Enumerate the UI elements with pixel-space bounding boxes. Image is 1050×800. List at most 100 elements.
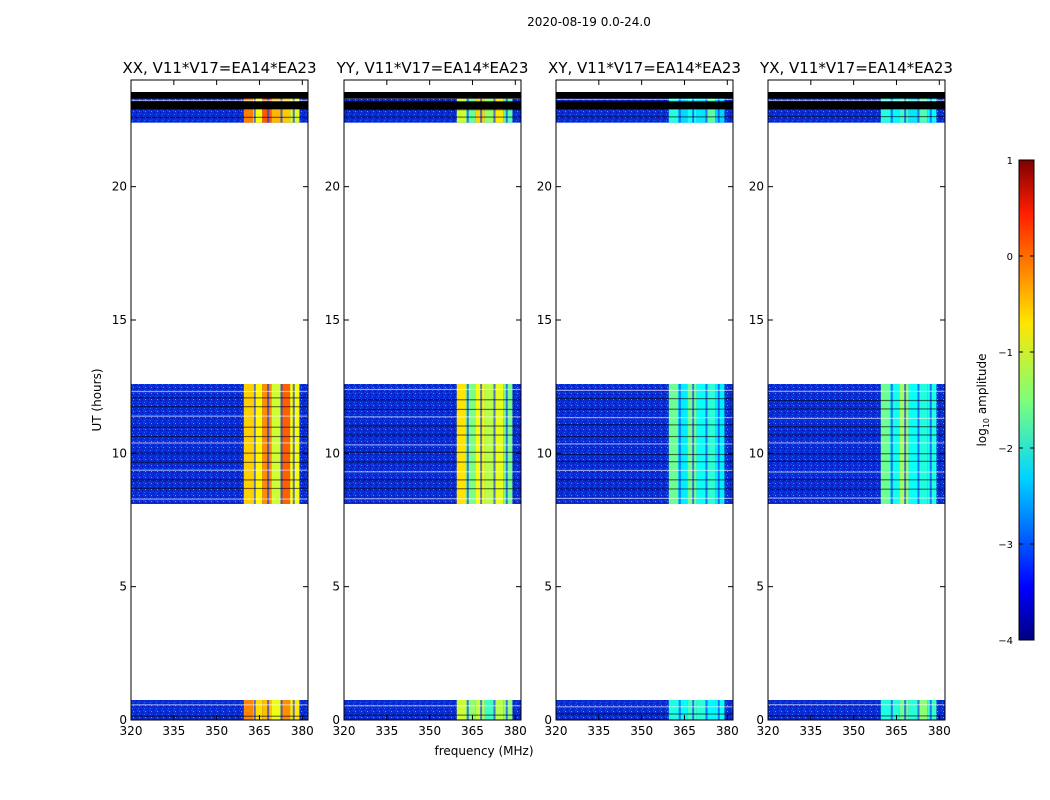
flag-line — [768, 426, 945, 428]
panel-1: XX, V11*V17=EA14*EA23 320 335 350 365 380 0 5 10… — [112, 59, 317, 738]
band-cell — [484, 384, 494, 504]
flag-line — [768, 497, 945, 499]
flag-line — [768, 408, 945, 410]
panel-frame — [555, 79, 734, 721]
flag-line — [344, 109, 521, 111]
band-cell — [899, 700, 909, 720]
flag-line — [768, 488, 945, 490]
band-cell — [503, 700, 513, 720]
band-gap — [292, 700, 295, 720]
y-tick-label: 0 — [119, 713, 127, 727]
x-tick-label: 320 — [120, 724, 143, 738]
y-tick-label: 20 — [537, 180, 552, 194]
flag-line — [556, 389, 733, 391]
colorbar: 1 0 −1 −2 −3 −4 log10 amplitude — [975, 156, 1035, 647]
flagged-block — [768, 101, 945, 110]
band-gap — [705, 700, 708, 720]
flag-line — [344, 434, 521, 436]
band-cell — [668, 700, 679, 720]
band-cell — [890, 700, 900, 720]
band-cell — [705, 700, 716, 720]
colorbar-tick-label: −3 — [998, 540, 1013, 551]
x-tick-label: 335 — [162, 724, 185, 738]
panel-frame — [343, 79, 522, 721]
y-tick-label: 10 — [325, 446, 340, 460]
band-gap — [466, 700, 469, 720]
colorbar-tick-label: 0 — [1007, 252, 1013, 263]
y-axis-label: UT (hours) — [90, 368, 104, 431]
band-gap — [253, 700, 256, 720]
flag-line — [131, 426, 308, 428]
flag-line — [768, 399, 945, 402]
flag-line — [131, 498, 308, 500]
band-cell — [280, 384, 291, 504]
band-cell — [271, 700, 281, 720]
band-cell — [253, 700, 263, 720]
y-tick-label: 15 — [325, 313, 340, 327]
colorbar-tick-label: 1 — [1007, 156, 1013, 167]
flag-line — [556, 417, 733, 419]
flag-line — [556, 408, 733, 410]
band-cell — [678, 700, 688, 720]
band-gap — [267, 384, 270, 504]
band-gap — [466, 384, 469, 504]
panel-frame — [130, 79, 309, 721]
panel-title: XX, V11*V17=EA14*EA23 — [122, 59, 316, 77]
band-cell — [890, 384, 900, 504]
band-gap — [280, 384, 283, 504]
flag-line — [344, 498, 521, 500]
flag-line — [131, 487, 308, 490]
flagged-block — [344, 101, 521, 110]
band-cell — [493, 384, 504, 504]
band-gap — [890, 384, 893, 504]
flag-line — [131, 406, 308, 408]
y-tick-label: 5 — [119, 580, 127, 594]
band-gap — [678, 700, 681, 720]
band-cell — [290, 384, 300, 504]
y-tick-label: 20 — [325, 180, 340, 194]
x-tick-label: 335 — [799, 724, 822, 738]
flag-line — [768, 115, 945, 118]
band-cell — [280, 700, 291, 720]
x-tick-label: 320 — [333, 724, 356, 738]
flag-line — [131, 397, 308, 399]
flag-line — [556, 469, 733, 472]
flagged-block — [556, 101, 733, 110]
band-cell — [927, 384, 937, 504]
flag-line — [344, 388, 521, 391]
band-gap — [890, 700, 893, 720]
flag-line — [344, 471, 521, 473]
flag-line — [131, 99, 308, 102]
flag-line — [344, 461, 521, 463]
flagged-block — [131, 101, 308, 110]
x-tick-label: 365 — [248, 724, 271, 738]
band-gap — [505, 384, 508, 504]
x-tick-label: 365 — [673, 724, 696, 738]
y-tick-label: 0 — [332, 713, 340, 727]
colorbar-label: log10 amplitude — [975, 354, 991, 447]
y-tick-label: 10 — [537, 446, 552, 460]
band-gap — [493, 700, 496, 720]
flag-line — [556, 706, 733, 708]
band-gap — [267, 700, 270, 720]
band-gap — [480, 384, 483, 504]
flag-line — [131, 469, 308, 471]
flag-line — [131, 435, 308, 438]
flag-line — [131, 704, 308, 706]
flag-line — [344, 444, 521, 446]
band-cell — [456, 700, 467, 720]
flag-line — [768, 471, 945, 473]
x-tick-label: 365 — [461, 724, 484, 738]
y-tick-label: 10 — [749, 446, 764, 460]
band-cell — [271, 384, 281, 504]
colorbar-tick-label: −2 — [998, 444, 1013, 455]
flag-line — [131, 479, 308, 481]
flag-line — [344, 425, 521, 427]
x-tick-label: 320 — [757, 724, 780, 738]
panel-title: YY, V11*V17=EA14*EA23 — [336, 59, 529, 77]
band-cell — [493, 700, 504, 720]
band-gap — [493, 384, 496, 504]
y-tick-label: 10 — [112, 446, 127, 460]
flag-line — [768, 99, 945, 101]
flag-line — [768, 442, 945, 444]
